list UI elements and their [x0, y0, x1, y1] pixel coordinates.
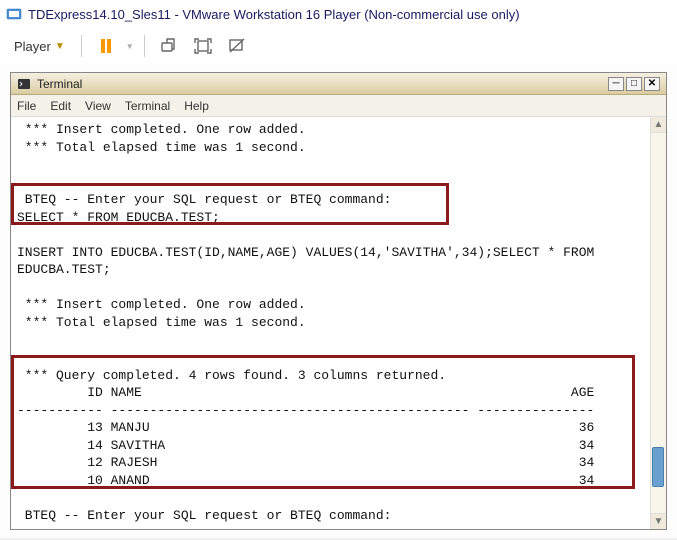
toolbar-separator [81, 35, 82, 57]
terminal-title-bar: Terminal ─ □ ✕ [11, 73, 666, 95]
output-line: INSERT INTO EDUCBA.TEST(ID,NAME,AGE) VAL… [17, 245, 594, 260]
player-menu-button[interactable]: Player ▼ [8, 37, 71, 56]
terminal-output[interactable]: *** Insert completed. One row added. ***… [11, 117, 650, 529]
vmware-window-title: TDExpress14.10_Sles11 - VMware Workstati… [28, 7, 520, 22]
output-line: 13 MANJU 36 [17, 420, 594, 435]
output-line: BTEQ -- Enter your SQL request or BTEQ c… [17, 192, 391, 207]
maximize-button[interactable]: □ [626, 77, 642, 91]
output-line: ID NAME AGE [17, 385, 594, 400]
send-ctrl-alt-del-icon[interactable] [155, 32, 183, 60]
vmware-toolbar: Player ▼ ▼ [0, 28, 677, 64]
terminal-window: Terminal ─ □ ✕ File Edit View Terminal H… [10, 72, 667, 530]
toolbar-separator [144, 35, 145, 57]
output-line: SELECT * FROM EDUCBA.TEST; [17, 210, 220, 225]
scroll-thumb[interactable] [652, 447, 664, 487]
output-line: *** Insert completed. One row added. [17, 122, 306, 137]
menu-help[interactable]: Help [184, 99, 209, 113]
output-line: 14 SAVITHA 34 [17, 438, 594, 453]
output-line: BTEQ -- Enter your SQL request or BTEQ c… [17, 508, 391, 523]
vmware-logo-icon [6, 6, 22, 22]
menu-view[interactable]: View [85, 99, 111, 113]
chevron-down-icon[interactable]: ▼ [126, 42, 134, 51]
chevron-down-icon: ▼ [55, 41, 65, 52]
fullscreen-icon[interactable] [189, 32, 217, 60]
output-line: 12 RAJESH 34 [17, 455, 594, 470]
output-line: 10 ANAND 34 [17, 473, 594, 488]
player-label: Player [14, 39, 51, 54]
terminal-scrollbar[interactable]: ▲ ▼ [650, 117, 666, 529]
menu-terminal[interactable]: Terminal [125, 99, 170, 113]
output-line: EDUCBA.TEST; [17, 262, 111, 277]
output-line: *** Total elapsed time was 1 second. [17, 315, 306, 330]
scroll-down-button[interactable]: ▼ [651, 513, 666, 529]
output-line: *** Query completed. 4 rows found. 3 col… [17, 368, 446, 383]
terminal-title: Terminal [37, 77, 602, 91]
close-button[interactable]: ✕ [644, 77, 660, 91]
output-line: *** Insert completed. One row added. [17, 297, 306, 312]
pause-icon[interactable] [92, 32, 120, 60]
terminal-menu-bar: File Edit View Terminal Help [11, 95, 666, 117]
scroll-up-button[interactable]: ▲ [651, 117, 666, 133]
output-line: ----------- ----------------------------… [17, 403, 594, 418]
vmware-title-bar: TDExpress14.10_Sles11 - VMware Workstati… [0, 0, 677, 28]
output-line: *** Total elapsed time was 1 second. [17, 140, 306, 155]
window-controls: ─ □ ✕ [608, 77, 660, 91]
minimize-button[interactable]: ─ [608, 77, 624, 91]
unity-mode-icon[interactable] [223, 32, 251, 60]
terminal-icon [17, 77, 31, 91]
menu-edit[interactable]: Edit [50, 99, 71, 113]
vm-display-area: Terminal ─ □ ✕ File Edit View Terminal H… [0, 64, 677, 538]
menu-file[interactable]: File [17, 99, 36, 113]
